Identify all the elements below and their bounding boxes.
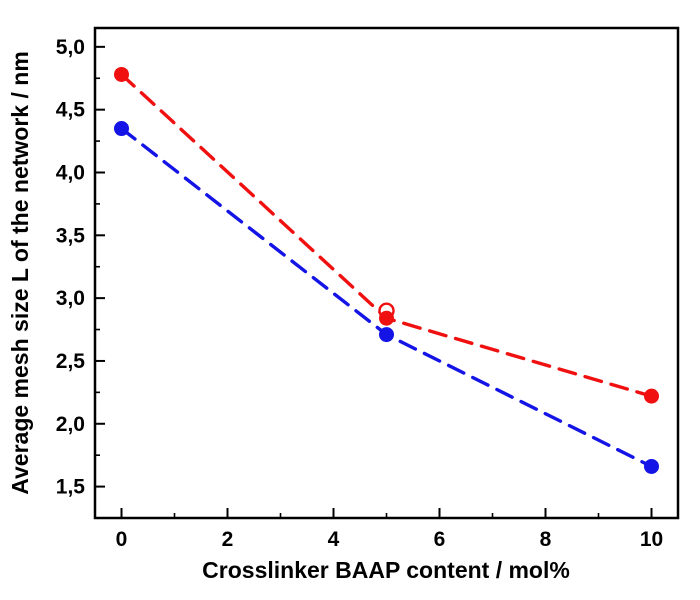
- plot-frame: [93, 26, 680, 520]
- x-tick-label: 2: [222, 528, 234, 551]
- y-tick-label: 3,0: [56, 287, 85, 310]
- blue-series-point: [379, 327, 394, 343]
- y-tick-label: 3,5: [56, 224, 86, 247]
- y-tick-label: 4,0: [56, 161, 85, 184]
- blue-series-point: [114, 121, 129, 137]
- blue-series-point: [644, 458, 659, 474]
- y-tick-label: 5,0: [56, 36, 85, 59]
- y-tick-label: 1,5: [56, 476, 86, 499]
- red-series-point: [644, 388, 659, 404]
- y-tick-label: 4,5: [56, 99, 86, 122]
- plot-layer: 0 2 4 6 8 10 1,5 2,0 2,5 3,0 3,5 4,0 4,5 5,0: [56, 26, 680, 551]
- x-tick-label: 8: [540, 528, 552, 551]
- x-axis-label: Crosslinker BAAP content / mol%: [202, 557, 570, 583]
- x-tick-label: 4: [328, 528, 340, 551]
- x-tick-label: 10: [640, 528, 663, 551]
- y-tick-label: 2,0: [56, 413, 85, 436]
- red-series-line: [119, 72, 654, 398]
- y-tick-label: 2,5: [56, 350, 86, 373]
- blue-series-line: [119, 126, 654, 469]
- x-tick-label: 6: [434, 528, 446, 551]
- red-series-point: [379, 310, 394, 326]
- y-axis-label: Average mesh size L of the network / nm: [7, 51, 33, 495]
- red-series-point: [114, 66, 129, 82]
- x-tick-label: 0: [116, 528, 128, 551]
